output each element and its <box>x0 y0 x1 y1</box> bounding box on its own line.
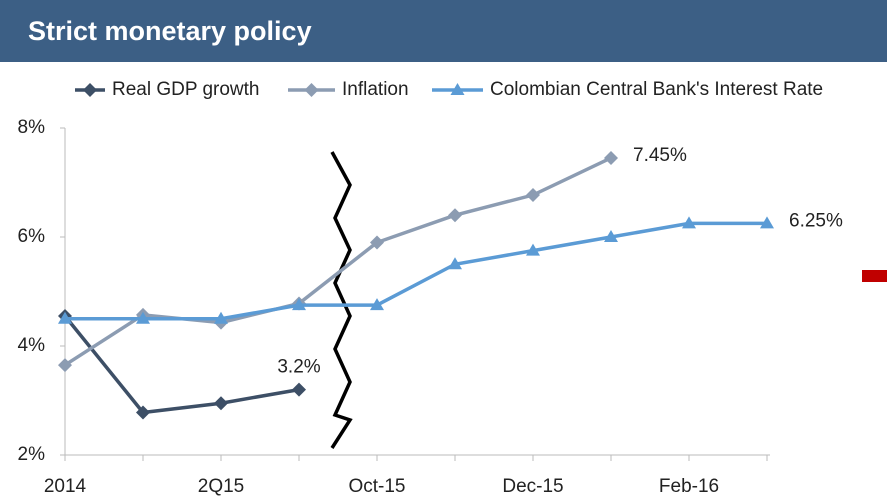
series-line <box>64 156 612 367</box>
marker <box>214 396 228 411</box>
y-tick-label: 8% <box>18 117 46 138</box>
y-tick-label: 2% <box>18 444 46 465</box>
x-tick-label: Oct-15 <box>348 476 405 497</box>
x-tick-label: Dec-15 <box>502 476 563 497</box>
axis-break <box>330 151 353 449</box>
title-bar <box>0 0 887 62</box>
marker <box>136 311 150 324</box>
data-label: 7.45% <box>633 145 687 166</box>
marker <box>604 150 618 165</box>
marker <box>214 311 228 324</box>
y-tick-label: 6% <box>18 226 46 247</box>
chart-title: Strict monetary policy <box>28 16 312 46</box>
legend-label: Real GDP growth <box>112 79 260 100</box>
data-label: 3.2% <box>277 357 320 378</box>
marker <box>304 83 319 97</box>
marker <box>760 216 774 229</box>
marker <box>58 358 72 373</box>
legend-label: Colombian Central Bank's Interest Rate <box>490 79 823 100</box>
marker <box>292 382 306 397</box>
decoration <box>862 270 887 282</box>
x-tick-label: 2014 <box>44 476 87 497</box>
x-tick-label: 2Q15 <box>198 476 244 497</box>
series-line <box>65 221 767 321</box>
marker <box>604 230 618 242</box>
y-tick-label: 4% <box>18 335 46 356</box>
marker <box>450 83 465 95</box>
data-label: 6.25% <box>789 210 843 231</box>
marker <box>526 243 540 256</box>
marker <box>370 235 384 250</box>
x-tick-label: Feb-16 <box>659 476 719 497</box>
marker <box>526 188 540 203</box>
marker <box>448 208 462 223</box>
marker <box>370 298 384 311</box>
marker <box>682 216 696 229</box>
marker <box>292 298 306 311</box>
marker <box>448 257 462 270</box>
series-line <box>63 314 300 415</box>
marker <box>136 405 150 420</box>
legend-label: Inflation <box>342 79 409 100</box>
marker <box>83 83 97 97</box>
marker <box>58 311 72 324</box>
